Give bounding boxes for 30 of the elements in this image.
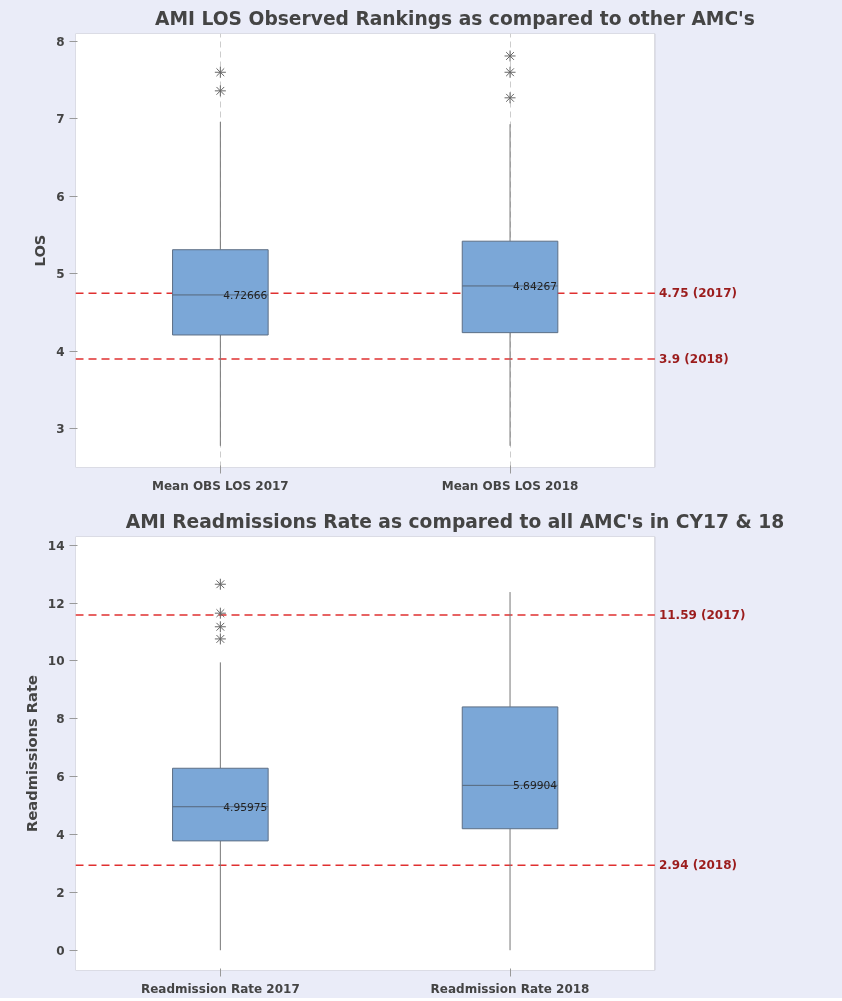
annotation: 5.69904 [512, 779, 558, 793]
ref-line-label: 4.75 (2017) [658, 286, 738, 301]
x-tick-label: Mean OBS LOS 2017 [151, 478, 289, 493]
ref-line-label: 3.9 (2018) [658, 352, 729, 366]
y-tick-label: 5 [56, 267, 65, 282]
y-tick-label: 12 [47, 596, 65, 611]
ref-line-label: 2.94 (2018) [658, 858, 738, 873]
x-tick-label: Readmission Rate 2018 [430, 981, 590, 996]
y-tick-label: 4 [56, 828, 65, 843]
annotation: 4.72666 [223, 288, 268, 302]
y-tick-label: 4 [56, 344, 65, 359]
annotation: 4.95975 [223, 800, 268, 814]
x-tick-label: Mean OBS LOS 2018 [441, 478, 579, 493]
y-tick-label: 7 [56, 112, 65, 127]
y-tick-label: 6 [56, 770, 65, 785]
ref-line-label: 11.59 (2017) [658, 607, 746, 622]
y-axis-title: LOS [31, 234, 49, 267]
y-tick-label: 0 [56, 943, 65, 958]
y-tick-label: 8 [56, 712, 65, 727]
y-tick-label: 10 [47, 654, 65, 669]
y-tick-label: 14 [47, 538, 65, 553]
y-tick-label: 6 [56, 189, 65, 204]
y-axis-title: Readmissions Rate [22, 675, 40, 832]
y-tick-label: 8 [56, 34, 65, 49]
chart-title: AMI Readmissions Rate as compared to all AMC's in CY17 & 18 [125, 510, 785, 532]
y-tick-label: 3 [56, 422, 65, 437]
chart-title: AMI LOS Observed Rankings as compared to other AMC's [155, 7, 755, 29]
annotation: 4.84267 [512, 279, 558, 293]
x-tick-label: Readmission Rate 2017 [140, 981, 300, 996]
y-tick-label: 2 [56, 885, 65, 900]
